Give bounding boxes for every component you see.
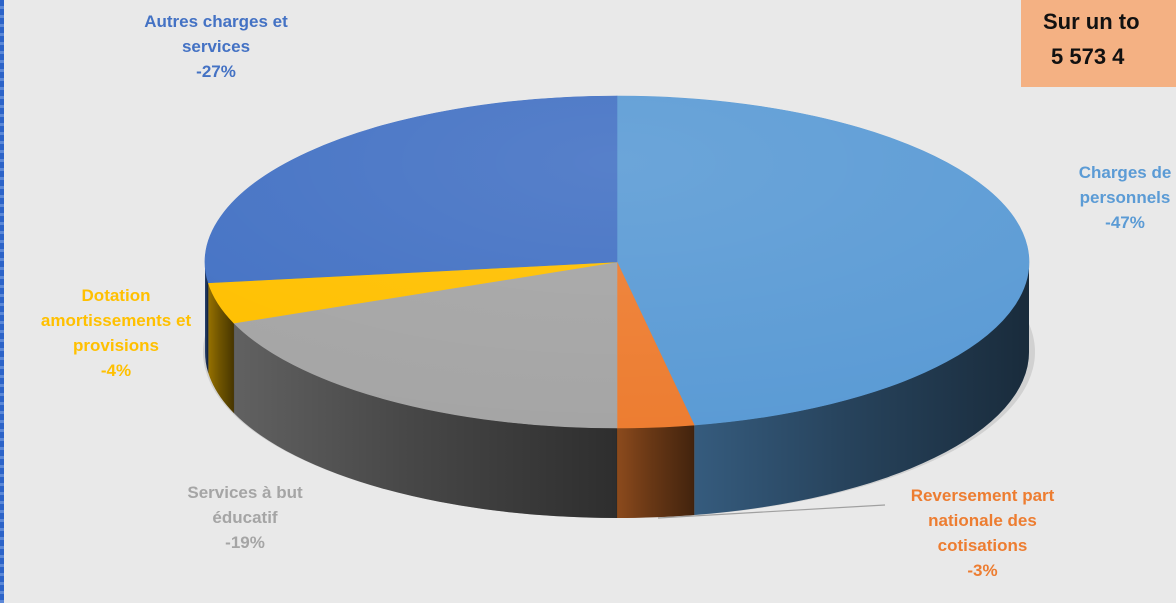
pie-walls (205, 262, 1029, 518)
slice-label-charges: Charges de personnels -47% (1040, 160, 1176, 235)
slice-label-charges-line2: personnels (1079, 188, 1171, 207)
pie-wall-shade-charges-de-personnels (694, 262, 1029, 516)
slice-label-charges-line1: Charges de (1078, 163, 1172, 182)
slice-label-services: Services à but éducatif -19% (150, 480, 340, 555)
leader-line-reversement (657, 504, 886, 519)
slice-label-autres-line1: Autres charges et (144, 12, 288, 31)
pie-top-sheen (205, 96, 1029, 428)
slice-label-autres-pct: -27% (196, 62, 236, 81)
slice-label-reversement-line3: cotisations (937, 536, 1028, 555)
slice-label-dotation: Dotation amortissements et provisions -4… (0, 283, 232, 383)
slice-label-autres: Autres charges et services -27% (96, 9, 336, 84)
slice-label-services-line2: éducatif (212, 508, 278, 527)
slice-label-reversement-line1: Reversement part (910, 486, 1055, 505)
slice-label-dotation-line1: Dotation (81, 286, 151, 305)
slice-label-reversement-line2: nationale des (928, 511, 1037, 530)
pie-top-faces (204, 95, 1030, 429)
total-line-1: Sur un to (1043, 9, 1140, 34)
pie-wall-shade-reversement-part-nationale-des-cotisations (617, 425, 695, 518)
slice-label-charges-pct: -47% (1105, 213, 1145, 232)
slice-label-autres-line2: services (181, 37, 251, 56)
slice-label-dotation-line3: provisions (73, 336, 159, 355)
slice-label-dotation-line2: amortissements et (40, 311, 192, 330)
total-box: Sur un to 5 573 4 (1021, 0, 1176, 87)
total-line-2: 5 573 4 (1051, 44, 1125, 69)
pie-wall-shade-dotation-amortissements-et-provisions (208, 282, 234, 414)
slice-label-dotation-pct: -4% (100, 361, 132, 380)
slice-label-services-line1: Services à but (187, 483, 303, 502)
left-border (0, 0, 4, 603)
pie-wall-shade-autres-charges-et-services (205, 262, 209, 373)
slice-label-services-pct: -19% (225, 533, 265, 552)
slice-label-reversement: Reversement part nationale des cotisatio… (880, 483, 1085, 583)
slice-label-reversement-pct: -3% (967, 561, 998, 580)
pie-wall-shade-services-a-but-educatif (233, 323, 618, 518)
